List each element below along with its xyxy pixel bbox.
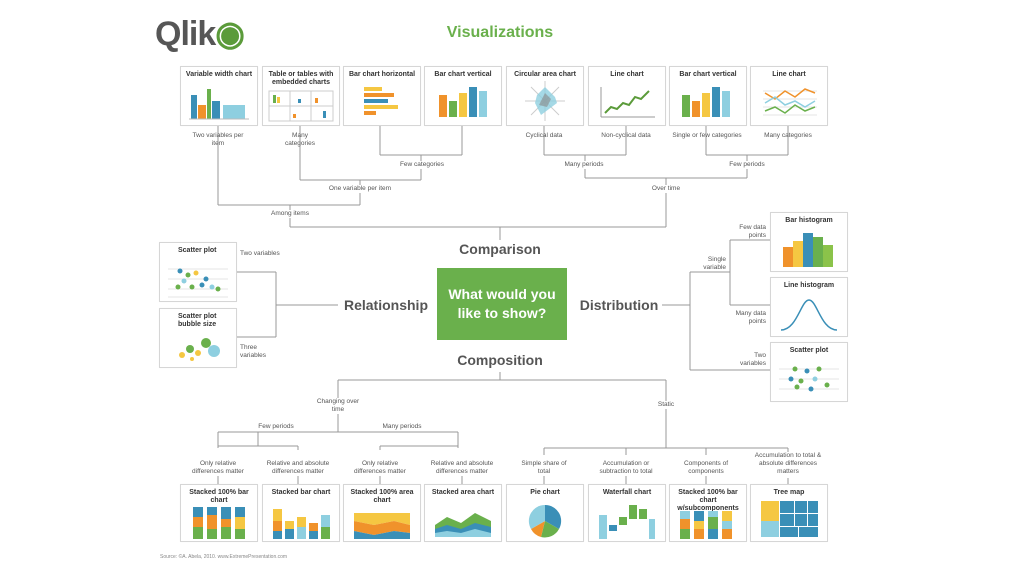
treemap-icon — [761, 501, 818, 537]
card-bar-vertical-2[interactable]: Bar chart vertical — [669, 66, 747, 126]
label-static: Static — [648, 401, 684, 409]
card-stacked-area[interactable]: Stacked area chart — [424, 484, 502, 542]
card-line-chart-2[interactable]: Line chart — [750, 66, 828, 126]
label-non-cyclical: Non-cyclical data — [601, 132, 651, 139]
label-single-variable: Single variable — [703, 256, 726, 271]
card-bar-vertical-1[interactable]: Bar chart vertical — [424, 66, 502, 126]
card-bar-histogram[interactable]: Bar histogram — [770, 212, 848, 272]
card-stacked100-area[interactable]: Stacked 100% area chart — [343, 484, 421, 542]
stacked-area-icon — [435, 513, 491, 537]
bubble-icon — [179, 338, 220, 361]
card-bubble[interactable]: Scatter plot bubble size — [159, 308, 237, 368]
multi-line-chart-icon — [763, 88, 817, 116]
category-composition: Composition — [457, 352, 543, 368]
category-comparison: Comparison — [459, 241, 541, 257]
label-over-time: Over time — [640, 185, 692, 193]
label-few-periods: Few periods — [250, 423, 302, 431]
label-rel-abs-2: Relative and absolute differences matter — [424, 460, 500, 476]
table-icon — [268, 90, 334, 122]
label-changing-over-time: Changing over time — [316, 398, 360, 414]
bell-curve-icon — [780, 299, 838, 331]
page-title: Visualizations — [446, 24, 554, 41]
label-accum-total: Accumulation to total & absolute differe… — [752, 452, 824, 476]
scatter-icon — [779, 366, 839, 392]
card-stacked100-bar[interactable]: Stacked 100% bar chart — [180, 484, 258, 542]
label-many-periods: Many periods — [376, 423, 428, 431]
card-scatter-2[interactable]: Scatter plot — [770, 342, 848, 402]
label-only-relative-1: Only relative differences matter — [184, 460, 252, 476]
qlik-logo: Qlik◉ — [155, 15, 245, 53]
label-accumulation: Accumulation or subtraction to total — [592, 460, 660, 476]
card-stacked-bar[interactable]: Stacked bar chart — [262, 484, 340, 542]
stacked-bar-icon — [273, 509, 330, 539]
label-few-data-points: Few data points — [739, 224, 766, 239]
label-components: Components of components — [676, 460, 736, 476]
label-many-categories: Many categories — [285, 132, 315, 147]
radar-icon — [525, 81, 565, 121]
card-table-embedded[interactable]: Table or tables with embedded charts — [262, 66, 340, 126]
card-scatter-1[interactable]: Scatter plot — [159, 242, 237, 302]
waterfall-icon — [599, 505, 655, 539]
card-stacked100-sub[interactable]: Stacked 100% bar chart w/subcomponents — [669, 484, 747, 542]
label-rel-abs-1: Relative and absolute differences matter — [262, 460, 334, 476]
card-tree-map[interactable]: Tree map — [750, 484, 828, 542]
label-many-categories-2: Many categories — [764, 132, 812, 139]
category-relationship: Relationship — [343, 297, 428, 313]
histogram-icon — [783, 233, 833, 267]
label-one-var-per-item: One variable per item — [320, 185, 400, 193]
label-three-variables: Three variables — [240, 344, 267, 359]
label-many-periods-top: Many periods — [556, 161, 612, 169]
label-few-periods-top: Few periods — [722, 161, 772, 169]
pie-icon — [528, 504, 562, 538]
card-circular-area[interactable]: Circular area chart — [506, 66, 584, 126]
label-simple-share: Simple share of total — [516, 460, 572, 476]
label-among-items: Among items — [262, 210, 318, 218]
label-only-relative-2: Only relative differences matter — [348, 460, 412, 476]
stacked-sub-icon — [680, 511, 732, 539]
card-variable-width[interactable]: Variable width chart — [180, 66, 258, 126]
card-line-histogram[interactable]: Line histogram — [770, 277, 848, 337]
card-waterfall[interactable]: Waterfall chart — [588, 484, 666, 542]
label-two-variables: Two variables — [240, 250, 280, 257]
label-two-vars-per-item: Two variables per item — [192, 132, 244, 147]
variable-width-icon — [189, 89, 249, 120]
stacked-100-bar-icon — [193, 507, 245, 539]
card-line-chart-1[interactable]: Line chart — [588, 66, 666, 126]
bar-vertical-icon — [439, 87, 487, 117]
bar-horizontal-icon — [364, 87, 398, 115]
scatter-icon — [168, 268, 228, 298]
label-cyclical: Cyclical data — [525, 132, 563, 139]
line-chart-icon — [600, 87, 655, 118]
label-single-few-categories: Single or few categories — [672, 132, 742, 139]
stacked-area-100-icon — [354, 513, 410, 539]
label-few-categories: Few categories — [394, 161, 450, 169]
bar-vertical-icon — [682, 87, 730, 117]
card-bar-horizontal[interactable]: Bar chart horizontal — [343, 66, 421, 126]
card-pie[interactable]: Pie chart — [506, 484, 584, 542]
label-two-variables-dist: Two variables — [739, 352, 766, 367]
source-note: Source: ©A. Abela, 2010. www.ExtremePres… — [160, 554, 288, 560]
category-distribution: Distribution — [579, 297, 659, 313]
center-question: What would you like to show? — [437, 268, 567, 340]
label-many-data-points: Many data points — [735, 310, 766, 325]
